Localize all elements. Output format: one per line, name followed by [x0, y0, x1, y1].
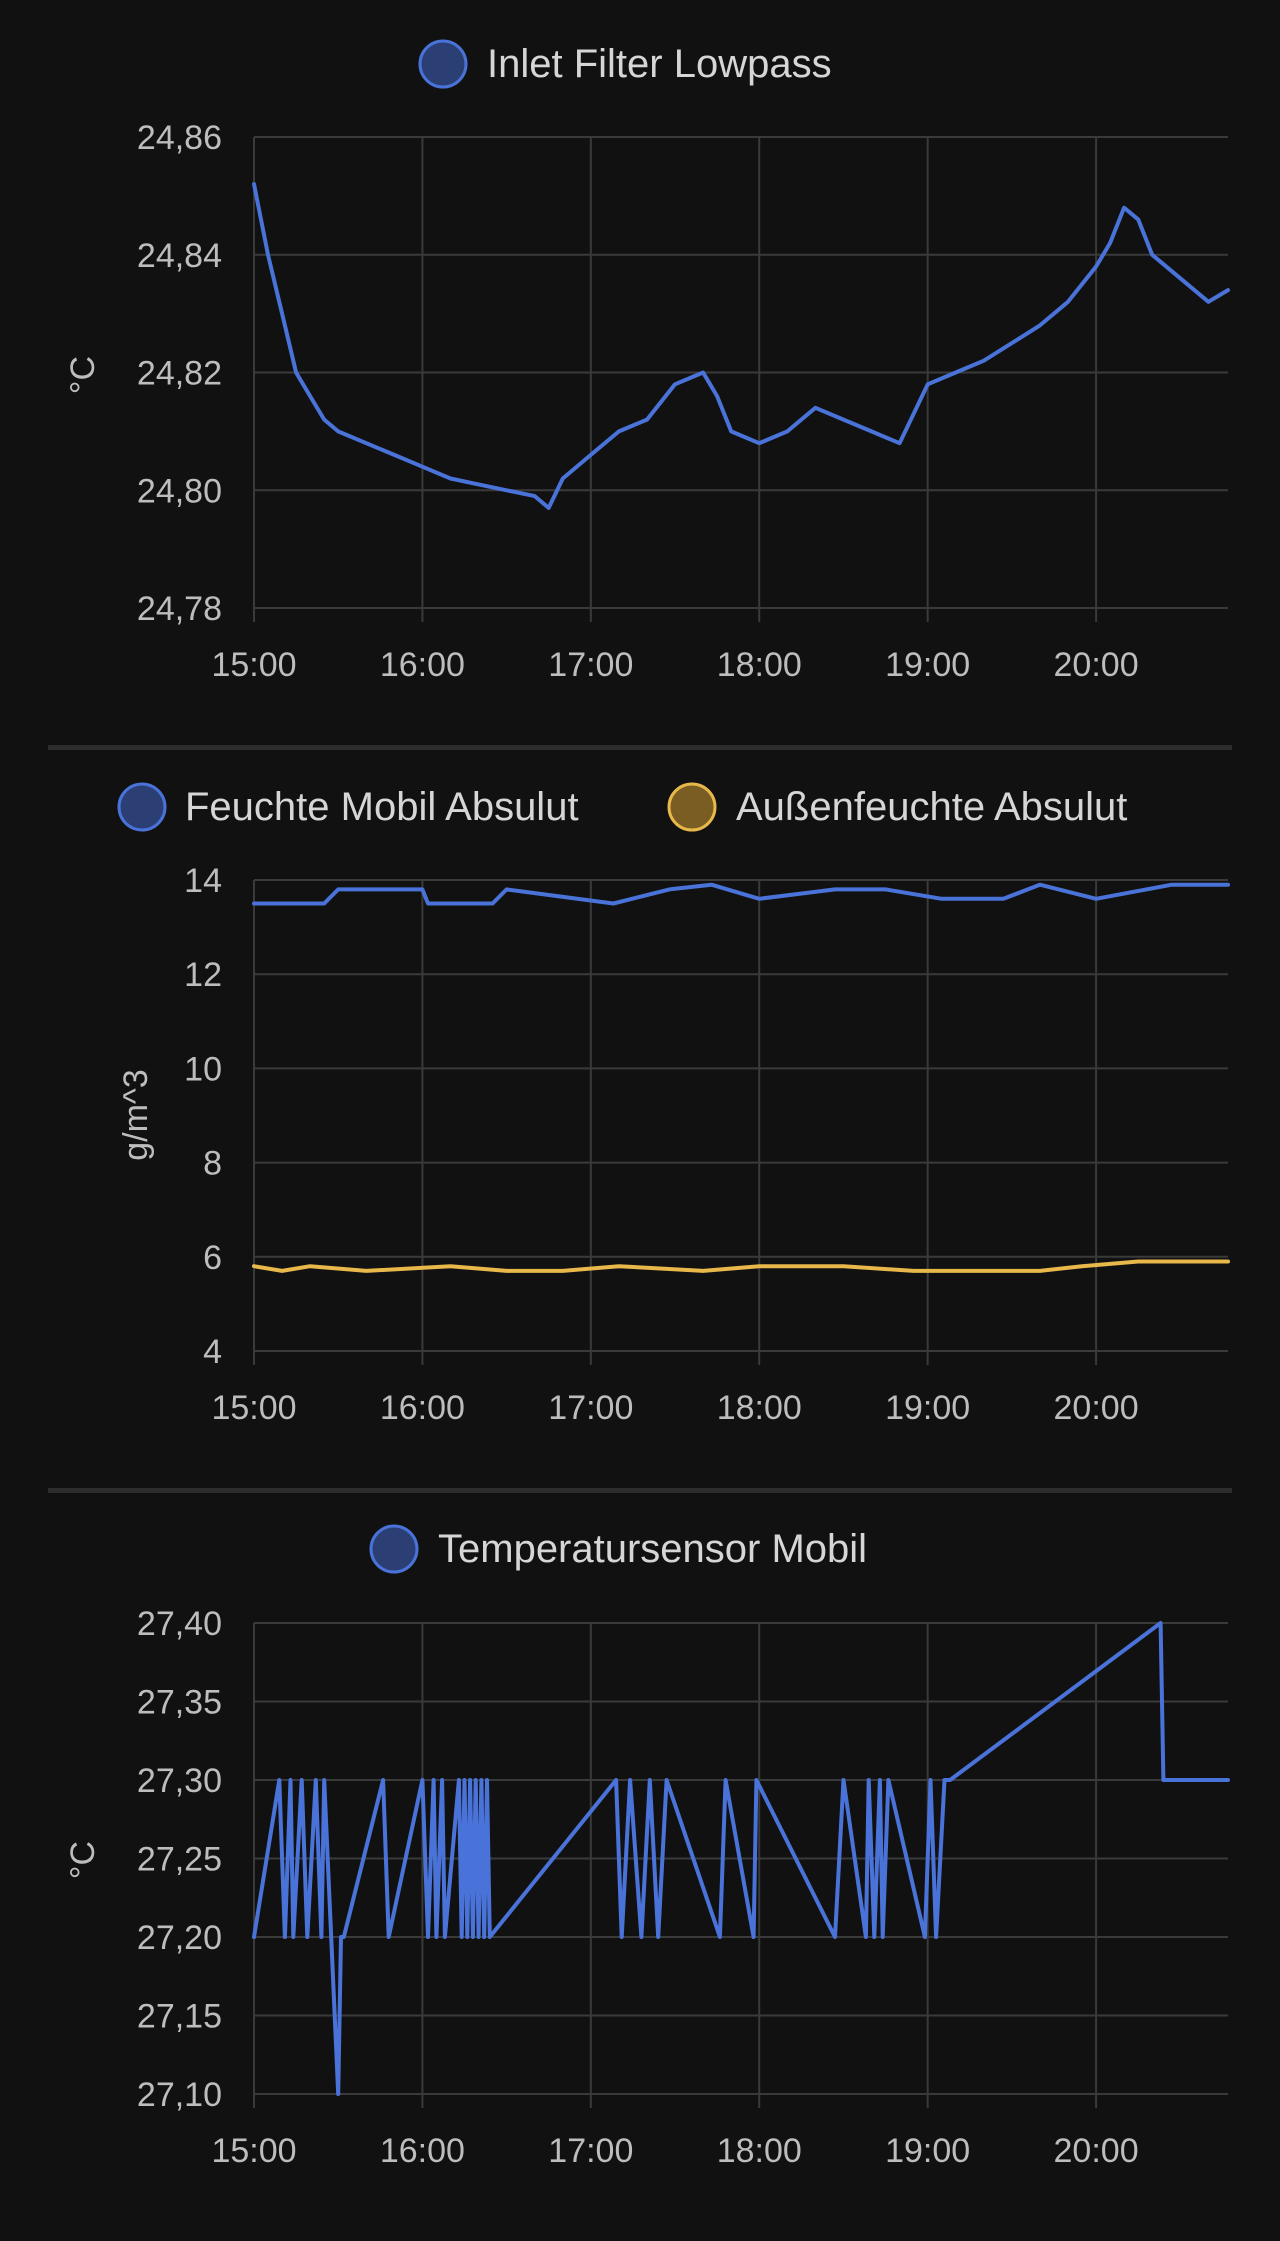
legend-label[interactable]: Feuchte Mobil Absulut [185, 785, 579, 829]
y-tick-label: 24,82 [137, 355, 222, 393]
legend-swatch-blue[interactable] [418, 39, 468, 89]
legend-label[interactable]: Temperatursensor Mobil [438, 1527, 867, 1571]
y-tick-label: 24,86 [137, 119, 222, 157]
legend[interactable]: Feuchte Mobil Absulut Außenfeuchte Absul… [117, 782, 1127, 832]
y-tick-label: 24,84 [137, 237, 222, 275]
y-tick-label: 24,78 [137, 590, 222, 628]
legend-swatch-blue[interactable] [117, 782, 167, 832]
legend[interactable]: Inlet Filter Lowpass [418, 39, 832, 89]
x-tick-label: 20:00 [1054, 2132, 1139, 2170]
x-tick-label: 16:00 [380, 1389, 465, 1427]
plot-area[interactable] [252, 1621, 1230, 2096]
y-tick-label: 27,30 [137, 1762, 222, 1800]
y-tick-label: 27,25 [137, 1841, 222, 1879]
y-tick-label: 6 [203, 1239, 222, 1277]
y-tick-label: 4 [203, 1333, 222, 1371]
series-line-primary[interactable] [252, 182, 1230, 510]
x-tick-label: 19:00 [885, 1389, 970, 1427]
x-ticks: 15:00 16:00 17:00 18:00 19:00 20:00 [211, 1389, 1138, 1427]
chart-absolute-humidity: Feuchte Mobil Absulut Außenfeuchte Absul… [117, 782, 1230, 1427]
y-tick-label: 12 [184, 956, 222, 994]
x-tick-label: 20:00 [1054, 646, 1139, 684]
divider [48, 1488, 1232, 1493]
x-ticks: 15:00 16:00 17:00 18:00 19:00 20:00 [211, 646, 1138, 684]
series-line-secondary[interactable] [252, 1259, 1230, 1273]
y-ticks: 27,10 27,15 27,20 27,25 27,30 27,35 27,40 [137, 1605, 222, 2114]
y-ticks: 4 6 8 10 12 14 [184, 862, 222, 1371]
y-tick-label: 27,20 [137, 1919, 222, 1957]
series-line-primary[interactable] [252, 882, 1230, 906]
legend-label[interactable]: Außenfeuchte Absulut [736, 785, 1127, 829]
x-tick-label: 15:00 [211, 1389, 296, 1427]
y-tick-label: 24,80 [137, 472, 222, 510]
x-ticks: 15:00 16:00 17:00 18:00 19:00 20:00 [211, 2132, 1138, 2170]
x-tick-label: 17:00 [548, 2132, 633, 2170]
chart-inlet-filter-lowpass: Inlet Filter Lowpass °C 24,7824,8024,822… [64, 39, 1230, 684]
legend-label[interactable]: Inlet Filter Lowpass [487, 42, 832, 86]
plot-area[interactable] [252, 882, 1230, 1273]
x-tick-label: 18:00 [717, 646, 802, 684]
x-tick-label: 16:00 [380, 2132, 465, 2170]
chart-temperatursensor-mobil: Temperatursensor Mobil °C 27,10 27,15 27,2… [64, 1524, 1230, 2170]
series-line-primary[interactable] [252, 1621, 1230, 2096]
plot-area[interactable] [252, 182, 1230, 510]
legend-swatch-yellow[interactable] [667, 782, 717, 832]
x-tick-label: 20:00 [1054, 1389, 1139, 1427]
x-tick-label: 17:00 [548, 1389, 633, 1427]
y-tick-label: 27,35 [137, 1684, 222, 1722]
grid [253, 879, 1228, 1365]
x-tick-label: 18:00 [717, 2132, 802, 2170]
legend[interactable]: Temperatursensor Mobil [369, 1524, 867, 1574]
y-tick-label: 10 [184, 1050, 222, 1088]
x-tick-label: 17:00 [548, 646, 633, 684]
y-ticks: 24,78 24,80 24,82 24,84 24,86 [137, 119, 222, 628]
x-tick-label: 18:00 [717, 1389, 802, 1427]
x-tick-label: 15:00 [211, 2132, 296, 2170]
x-tick-label: 19:00 [885, 2132, 970, 2170]
y-tick-label: 8 [203, 1145, 222, 1183]
y-tick-label: 27,10 [137, 2076, 222, 2114]
y-axis-title: g/m^3 [117, 1069, 155, 1161]
y-tick-label: 27,15 [137, 1998, 222, 2036]
legend-swatch-blue[interactable] [369, 1524, 419, 1574]
divider [48, 745, 1232, 750]
x-tick-label: 19:00 [885, 646, 970, 684]
y-axis-title: °C [64, 1841, 102, 1879]
y-tick-label: 14 [184, 862, 222, 900]
y-axis-title: °C [64, 356, 102, 394]
grid [253, 136, 1228, 622]
x-tick-label: 16:00 [380, 646, 465, 684]
y-tick-label: 27,40 [137, 1605, 222, 1643]
x-tick-label: 15:00 [211, 646, 296, 684]
